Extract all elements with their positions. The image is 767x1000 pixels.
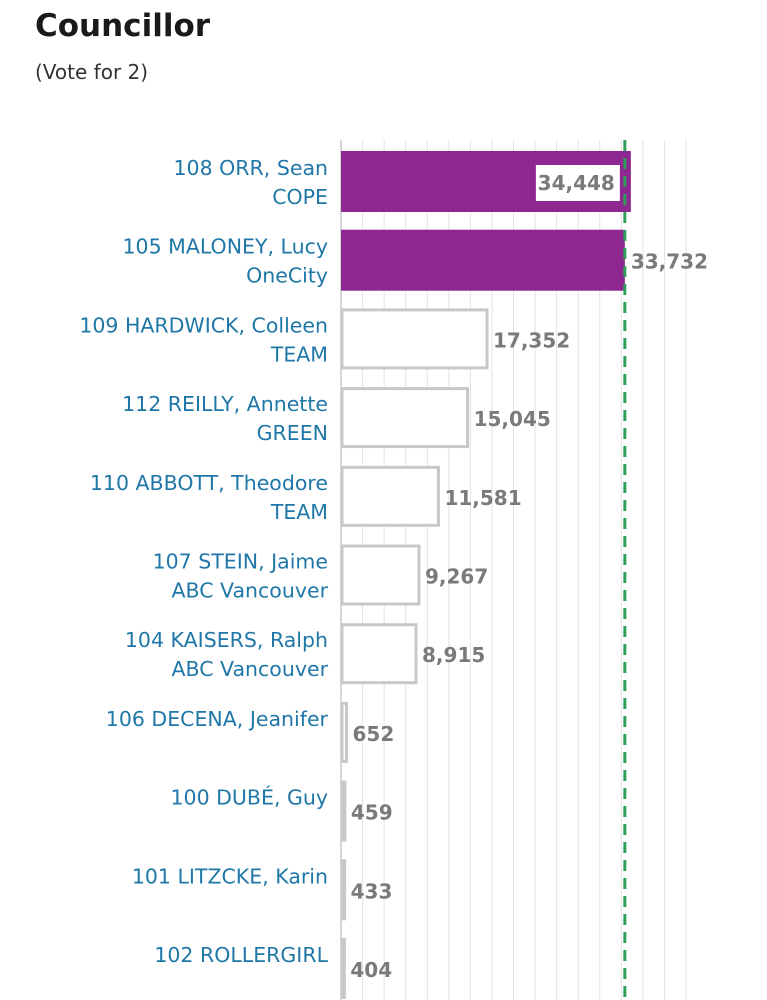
bar[interactable] — [340, 308, 489, 370]
value-label: 33,732 — [631, 250, 708, 274]
bar[interactable] — [340, 780, 347, 842]
candidate-party: COPE — [272, 185, 328, 209]
chart-title: Councillor — [35, 8, 211, 44]
bar[interactable] — [340, 938, 346, 999]
value-label: 15,045 — [474, 407, 551, 431]
bar[interactable] — [340, 859, 347, 921]
bar[interactable] — [340, 623, 418, 685]
candidate-name: 110 ABBOTT, Theodore — [90, 471, 328, 495]
bar[interactable] — [340, 544, 421, 606]
value-label: 34,448 — [538, 171, 615, 195]
candidate-name: 102 ROLLERGIRL — [154, 943, 328, 967]
bar[interactable] — [341, 229, 625, 291]
value-label: 9,267 — [425, 565, 488, 589]
value-label: 11,581 — [444, 486, 521, 510]
candidate-party: ABC Vancouver — [171, 579, 328, 603]
chart-subtitle: (Vote for 2) — [35, 60, 149, 84]
bar[interactable] — [340, 701, 348, 763]
candidate-name: 109 HARDWICK, Colleen — [79, 313, 328, 337]
candidate-name: 104 KAISERS, Ralph — [125, 628, 328, 652]
candidate-party: GREEN — [257, 421, 328, 445]
value-label: 17,352 — [493, 328, 570, 352]
candidate-name: 100 DUBÉ, Guy — [171, 785, 329, 810]
candidate-party: OneCity — [246, 264, 328, 288]
candidate-party: TEAM — [270, 500, 328, 524]
value-label: 459 — [351, 801, 393, 825]
candidate-name: 101 LITZCKE, Karin — [132, 864, 328, 888]
value-label: 404 — [350, 958, 392, 982]
candidate-party: TEAM — [270, 342, 328, 366]
candidate-party: ABC Vancouver — [171, 657, 328, 681]
value-label: 433 — [351, 879, 393, 903]
candidate-name: 107 STEIN, Jaime — [153, 550, 328, 574]
bar[interactable] — [340, 387, 470, 449]
value-label: 8,915 — [422, 643, 485, 667]
candidate-name: 105 MALONEY, Lucy — [123, 235, 328, 259]
candidate-name: 106 DECENA, Jeanifer — [106, 707, 329, 731]
candidate-name: 112 REILLY, Annette — [122, 392, 328, 416]
bar[interactable] — [340, 465, 440, 527]
candidate-name: 108 ORR, Sean — [174, 156, 328, 180]
value-label-bg — [535, 165, 620, 201]
value-label: 652 — [352, 722, 394, 746]
